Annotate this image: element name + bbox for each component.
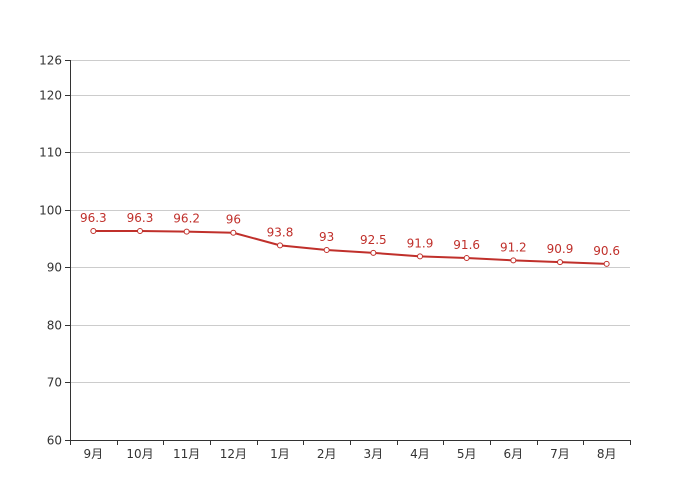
- data-point: [183, 228, 190, 235]
- data-point: [323, 247, 330, 253]
- data-label: 90.6: [593, 244, 620, 258]
- data-label: 96.2: [173, 212, 200, 226]
- x-tick-label: 8月: [597, 447, 617, 461]
- y-tick-label: 90: [47, 261, 62, 275]
- data-point: [370, 249, 377, 256]
- x-tick-label: 12月: [220, 447, 247, 461]
- data-label: 96.3: [127, 211, 154, 225]
- x-tick-label: 9月: [84, 447, 104, 461]
- data-point: [230, 229, 237, 236]
- data-label: 93.8: [267, 225, 294, 239]
- data-point: [277, 242, 283, 249]
- series-group: [90, 228, 610, 267]
- data-point: [90, 228, 97, 234]
- data-label: 96: [226, 213, 241, 227]
- y-axis: 60 70 80 90 100 110 120 126: [39, 54, 71, 448]
- data-label: 93: [319, 230, 334, 244]
- data-point: [510, 257, 517, 264]
- data-point: [603, 260, 610, 267]
- x-tick-label: 3月: [364, 447, 384, 461]
- y-tick-label: 126: [39, 54, 62, 68]
- data-labels: 96.3 96.3 96.2 96 93.8 93 92.5 91.9 91.6 91.2 90.9…: [80, 211, 620, 258]
- y-tick-label: 120: [39, 89, 62, 103]
- data-label: 91.9: [407, 236, 434, 250]
- y-tick-label: 60: [47, 434, 62, 448]
- x-axis: 9月 10月 11月 12月 1月 2月 3月 4月 5月 6月 7月 8月: [70, 440, 631, 461]
- y-tick-label: 70: [47, 376, 62, 390]
- x-tick-label: 2月: [317, 447, 337, 461]
- x-tick-label: 7月: [550, 447, 570, 461]
- data-point: [137, 228, 143, 234]
- x-tick-label: 5月: [457, 447, 477, 461]
- data-point: [463, 255, 470, 262]
- x-tick-label: 11月: [173, 447, 200, 461]
- data-label: 91.6: [453, 238, 480, 252]
- data-point: [557, 259, 563, 266]
- data-label: 96.3: [80, 211, 107, 225]
- x-tick-label: 10月: [126, 447, 153, 461]
- grid-lines: [70, 60, 630, 383]
- data-point: [417, 253, 423, 260]
- y-tick-label: 110: [39, 146, 62, 160]
- data-label: 90.9: [547, 242, 574, 256]
- y-tick-label: 100: [39, 204, 62, 218]
- x-tick-label: 1月: [270, 447, 290, 461]
- series-line: [93, 230, 607, 265]
- y-tick-label: 80: [47, 319, 62, 333]
- x-tick-label: 4月: [410, 447, 430, 461]
- data-label: 91.2: [500, 240, 527, 254]
- x-tick-label: 6月: [504, 447, 524, 461]
- data-label: 92.5: [360, 233, 387, 247]
